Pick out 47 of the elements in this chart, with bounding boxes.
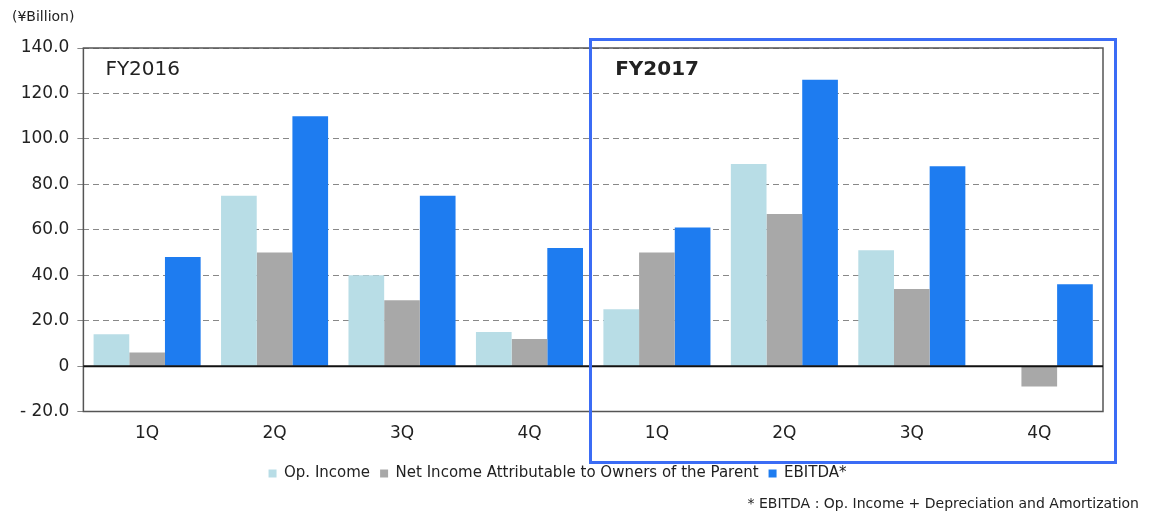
x-tick-label: 2Q: [772, 422, 797, 443]
bar: [639, 252, 675, 366]
annotation: FY2016: [105, 56, 181, 81]
x-tick-label: 1Q: [135, 422, 160, 443]
bar: [766, 213, 803, 366]
text: * EBITDA : Op. Income + Depreciation and Amortization: [747, 494, 1139, 511]
bar: [1057, 284, 1093, 366]
bar: [475, 332, 512, 366]
bar: [1021, 366, 1058, 387]
bar: [730, 163, 767, 366]
x-tick-label: 3Q: [389, 422, 415, 443]
bar: [384, 300, 420, 366]
y-tick-label: 40.0: [31, 263, 70, 284]
bar: [893, 288, 930, 366]
x-tick-label: 3Q: [899, 422, 924, 443]
bar: [858, 250, 894, 366]
y-tick-label: 120.0: [20, 81, 70, 102]
annotation: FY2017: [615, 56, 700, 81]
y-tick-label: 80.0: [31, 172, 70, 193]
bar: [221, 195, 257, 366]
x-tick-label: 4Q: [1027, 422, 1052, 443]
bar: [674, 227, 711, 366]
bar: [292, 116, 329, 366]
y-axis-title: (¥Billion): [12, 7, 75, 24]
bar: [511, 338, 548, 366]
bar: [256, 252, 293, 366]
bar: [802, 79, 838, 366]
bar: [419, 195, 456, 366]
x-tick-label: 1Q: [644, 422, 670, 443]
bar: [348, 275, 385, 366]
y-tick-label: 0: [58, 354, 70, 375]
bar: [547, 247, 583, 366]
legend-label: EBITDA*: [784, 463, 847, 482]
bar: [929, 166, 966, 366]
bar: [93, 334, 130, 366]
x-tick-label: 4Q: [517, 422, 542, 443]
y-tick-label: 60.0: [31, 218, 70, 239]
x-tick-label: 2Q: [262, 422, 287, 443]
y-tick-label: 20.0: [31, 309, 70, 330]
y-tick-label: 100.0: [20, 127, 70, 148]
legend-label: Net Income Attributable to Owners of the Parent: [395, 463, 759, 482]
bar: [129, 352, 165, 366]
bar: [603, 309, 640, 366]
legend-label: Op. Income: [284, 463, 371, 482]
bar: [164, 257, 201, 366]
y-tick-label: - 20.0: [20, 400, 70, 421]
y-tick-label: 140.0: [20, 36, 70, 57]
